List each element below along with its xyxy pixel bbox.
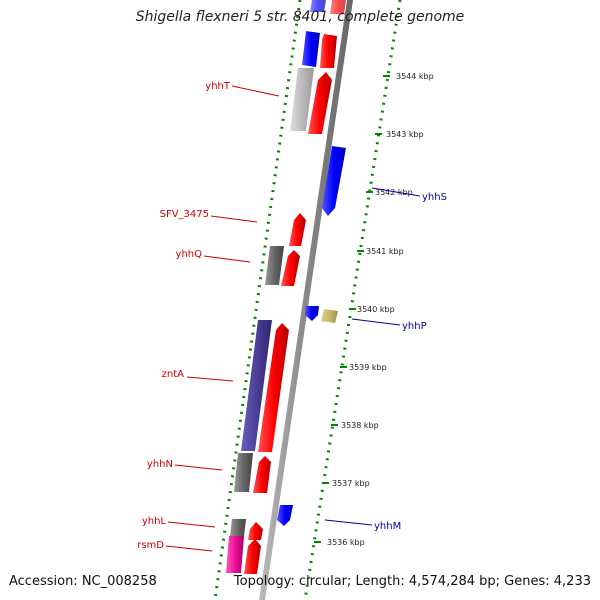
leader-yhhL bbox=[167, 521, 216, 528]
tick-label: 3541 kbp bbox=[366, 247, 404, 256]
gene-red-yhhQ bbox=[281, 250, 300, 286]
gene-blue-yhhP bbox=[305, 306, 319, 321]
leader-yhhQ bbox=[203, 255, 251, 263]
gene-red-zntA bbox=[258, 323, 289, 452]
leader-yhhP bbox=[351, 318, 401, 326]
gene-red-sfv3475 bbox=[289, 213, 306, 246]
leader-yhhT bbox=[231, 85, 280, 97]
tick-label: 3542 kbp bbox=[375, 188, 413, 197]
gene-magenta-rsmD bbox=[226, 536, 244, 573]
gene-red-yhhL bbox=[248, 522, 263, 540]
gene-label-yhhQ: yhhQ bbox=[176, 249, 203, 260]
tick-label: 3540 kbp bbox=[357, 305, 395, 314]
tick-label: 3538 kbp bbox=[341, 421, 379, 430]
gene-label-yhhL: yhhL bbox=[142, 516, 167, 527]
leader-rsmD bbox=[165, 545, 213, 552]
gene-label-yhhM: yhhM bbox=[374, 521, 401, 532]
leader-sfv3475 bbox=[210, 215, 258, 223]
gene-red-1 bbox=[320, 34, 337, 68]
tick-label: 3537 kbp bbox=[332, 479, 370, 488]
gene-label-rsmD: rsmD bbox=[137, 540, 164, 551]
tick-label: 3543 kbp bbox=[386, 130, 424, 139]
gene-blue-yhhM bbox=[277, 505, 293, 526]
gene-gray-yhhQ bbox=[265, 246, 284, 285]
gene-label-yhhN: yhhN bbox=[147, 459, 173, 470]
gene-purple-zntA bbox=[241, 320, 272, 451]
gene-top-blue-partial bbox=[310, 0, 326, 12]
forward-strand-genes bbox=[226, 0, 346, 574]
gene-label-sfv3475: SFV_3475 bbox=[160, 209, 209, 220]
tick-marks bbox=[314, 75, 390, 543]
gene-gray-yhhL bbox=[230, 519, 246, 536]
gene-labels: yhhT SFV_3475 yhhQ zntA yhhN yhhL rsmD y… bbox=[137, 81, 447, 551]
leader-yhhM bbox=[324, 519, 373, 526]
gene-label-zntA: zntA bbox=[162, 369, 185, 380]
gene-red-yhhT bbox=[308, 72, 332, 134]
outer-left-track bbox=[213, 0, 302, 600]
tick-label: 3536 kbp bbox=[327, 538, 365, 547]
leader-zntA bbox=[186, 376, 234, 382]
map-title: Shigella flexneri 5 str. 8401, complete … bbox=[135, 9, 465, 25]
topology-label: Topology: circular; Length: 4,574,284 bp… bbox=[233, 574, 591, 589]
accession-label: Accession: NC_008258 bbox=[9, 574, 157, 589]
gene-red-yhhN bbox=[253, 456, 271, 493]
gene-top-red-partial bbox=[330, 0, 346, 14]
gene-label-yhhT: yhhT bbox=[205, 81, 231, 92]
gene-khaki-yhhP bbox=[321, 309, 338, 323]
tick-labels: 3544 kbp 3543 kbp 3542 kbp 3541 kbp 3540… bbox=[327, 72, 434, 547]
reverse-strand-genes bbox=[277, 146, 346, 526]
tick-label: 3539 kbp bbox=[349, 363, 387, 372]
gene-blue-1 bbox=[302, 31, 320, 67]
gene-blue-yhhS bbox=[322, 146, 346, 216]
gene-label-yhhP: yhhP bbox=[402, 321, 427, 332]
gene-gray-yhhN bbox=[234, 453, 253, 492]
leader-yhhS bbox=[371, 187, 421, 197]
genome-backbone bbox=[259, 0, 353, 600]
leader-lines bbox=[165, 85, 421, 552]
gene-label-yhhS: yhhS bbox=[422, 192, 447, 203]
leader-yhhN bbox=[174, 464, 223, 471]
dotted-tracks bbox=[213, 0, 402, 600]
gene-light-yhhT bbox=[290, 68, 314, 131]
gene-red-rsmD bbox=[244, 539, 261, 574]
tick-label: 3544 kbp bbox=[396, 72, 434, 81]
